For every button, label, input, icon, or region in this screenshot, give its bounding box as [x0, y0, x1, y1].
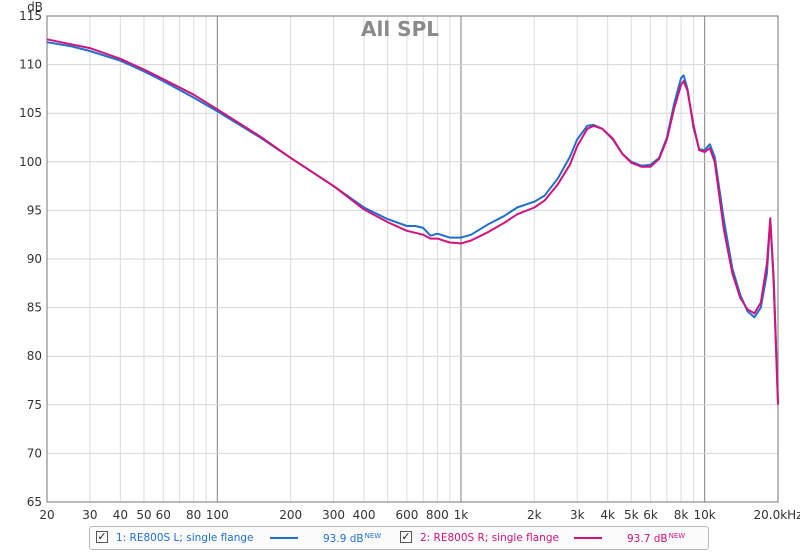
chart-title: All SPL	[361, 17, 439, 41]
spl-chart: 65 70 75 80 85 90 95 100 105 110 115 20 30 40 50 60 80 10…	[19, 0, 800, 520]
x-tick-label: 60	[156, 508, 171, 520]
series-1-average-value: 93.9 dB	[323, 533, 364, 545]
series-2-checkbox-icon[interactable]: ✓	[400, 530, 412, 543]
x-tick-label: 30	[82, 508, 97, 520]
series-1-label: 1: RE800S L; single flange	[116, 532, 254, 544]
x-tick-label: 40	[113, 508, 128, 520]
series-2-average: 93.7 dBNEW	[627, 532, 685, 545]
chart-plot-svg: 65 70 75 80 85 90 95 100 105 110 115 20 30 40 50 60 80 10…	[19, 0, 800, 520]
x-tick-label: 20	[39, 508, 54, 520]
y-tick-label: 70	[27, 446, 42, 460]
x-tick-label: 10k	[694, 508, 716, 520]
x-tick-label: 3k	[570, 508, 585, 520]
y-tick-label: 105	[19, 106, 42, 120]
series-2-average-value: 93.7 dB	[627, 533, 668, 545]
y-axis-label: dB	[27, 0, 43, 14]
y-tick-label: 65	[27, 495, 42, 509]
x-tick-label: 4k	[600, 508, 615, 520]
x-tick-label: 300	[322, 508, 345, 520]
series-1-swatch	[270, 537, 298, 539]
chart-legend: ✓ 1: RE800S L; single flange 93.9 dBNEW …	[89, 526, 709, 550]
x-tick-label: 600	[395, 508, 418, 520]
y-tick-label: 75	[27, 398, 42, 412]
series-2-label: 2: RE800S R; single flange	[420, 532, 559, 544]
y-tick-label: 95	[27, 203, 42, 217]
x-tick-label: 80	[186, 508, 201, 520]
y-tick-label: 80	[27, 349, 42, 363]
plot-frame	[46, 15, 779, 503]
series-line-2	[46, 38, 779, 405]
series-1-checkbox-icon[interactable]: ✓	[96, 530, 108, 543]
x-tick-label: 5k	[624, 508, 639, 520]
x-tick-label: 1k	[454, 508, 469, 520]
y-tick-label: 85	[27, 301, 42, 315]
y-tick-label: 100	[19, 155, 42, 169]
x-tick-label: 6k	[643, 508, 658, 520]
y-tick-label: 115	[19, 9, 42, 23]
series-1-new-badge: NEW	[364, 532, 382, 540]
x-tick-label: 100	[206, 508, 229, 520]
x-tick-label: 2k	[527, 508, 542, 520]
series-1-average: 93.9 dBNEW	[323, 532, 381, 545]
x-tick-label: 50	[136, 508, 151, 520]
x-tick-label: 200	[279, 508, 302, 520]
x-tick-label: 20.0kHz	[754, 508, 800, 520]
y-tick-label: 90	[27, 252, 42, 266]
x-tick-label: 800	[426, 508, 449, 520]
x-tick-label: 8k	[674, 508, 689, 520]
x-tick-label: 400	[353, 508, 376, 520]
y-tick-label: 110	[19, 58, 42, 72]
series-2-new-badge: NEW	[668, 532, 686, 540]
series-2-swatch	[574, 537, 602, 539]
